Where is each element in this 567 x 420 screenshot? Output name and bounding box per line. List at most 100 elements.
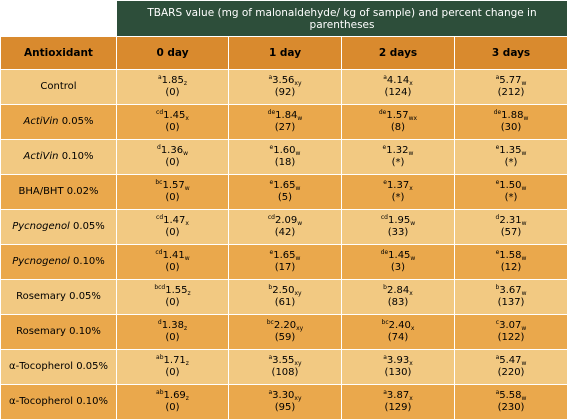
significance-letter-column: x	[409, 360, 413, 367]
percent-change: (124)	[384, 87, 412, 98]
tbars-cell: e1.37x (*)	[341, 174, 455, 210]
table-row: Rosemary 0.05% bcd1.55z (0) b2.50xy (61) b2.8…	[0, 279, 567, 315]
percent-change: (95)	[274, 402, 296, 413]
significance-letter-row: ab	[156, 389, 164, 396]
tbars-value: 1.41	[162, 250, 185, 261]
significance-letter-row: b	[268, 284, 273, 291]
significance-letter-column: w	[295, 150, 301, 157]
significance-letter-column: xy	[294, 80, 302, 87]
row-label: BHA/BHT 0.02%	[0, 174, 117, 210]
percent-change: (129)	[384, 402, 412, 413]
tbars-value-line: b3.67w	[495, 284, 527, 297]
tbars-value-line: a3.56xy	[268, 75, 302, 87]
tbars-value-line: a4.14x	[383, 75, 413, 87]
tbars-value: 1.84	[275, 110, 298, 121]
significance-letter-column: w	[521, 220, 527, 227]
tbars-value-line: e1.37x	[383, 180, 413, 192]
tbars-cell: cd1.47x (0)	[116, 209, 229, 245]
significance-letter-column: z	[187, 290, 191, 297]
percent-change: (8)	[390, 122, 406, 133]
significance-letter-row: de	[493, 109, 502, 116]
table-corner	[0, 0, 117, 37]
significance-letter-row: d	[495, 214, 500, 221]
tbars-value-line: d1.36w	[157, 145, 188, 157]
significance-letter-row: bcd	[154, 284, 166, 291]
row-label: α-Tocopherol 0.10%	[0, 384, 117, 420]
tbars-value: 3.93	[386, 355, 410, 366]
table-row: ActiVin 0.05% cd1.45x (0) de1.84w (27) de1.57…	[0, 104, 567, 140]
percent-change: (17)	[274, 262, 296, 273]
percent-change: (0)	[165, 87, 180, 98]
tbars-cell: e1.35w (*)	[453, 139, 567, 175]
antioxidant-concentration: 0.10%	[58, 151, 94, 162]
tbars-cell: a1.85z (0)	[116, 69, 229, 105]
significance-letter-row: de	[378, 109, 387, 116]
tbars-value-line: e1.58w	[496, 250, 527, 262]
significance-letter-row: e	[269, 249, 274, 256]
tbars-value-line: de1.88w	[493, 109, 529, 122]
row-label: ActiVin 0.05%	[0, 104, 117, 140]
significance-letter-column: w	[297, 220, 303, 227]
table-title: TBARS value (mg of malonaldehyde/ kg of …	[115, 0, 567, 37]
tbars-value: 3.67	[499, 285, 522, 296]
tbars-value-line: e1.65w	[269, 249, 301, 262]
row-label: Rosemary 0.10%	[0, 314, 117, 350]
tbars-cell: a3.93x (130)	[341, 349, 455, 385]
tbars-value-line: a5.58w	[495, 389, 527, 402]
tbars-value: 1.47	[163, 215, 186, 226]
tbars-value-line: a3.93x	[383, 355, 413, 367]
tbars-value-line: d2.31w	[495, 214, 527, 227]
percent-change: (57)	[500, 227, 522, 238]
significance-letter-row: b	[495, 284, 500, 291]
tbars-value: 1.65	[273, 180, 296, 191]
tbars-value-line: bc2.20xy	[266, 319, 303, 332]
significance-letter-column: w	[184, 185, 190, 192]
tbars-cell: ab1.71z (0)	[116, 349, 229, 385]
tbars-value: 1.38	[161, 320, 184, 331]
significance-letter-column: z	[185, 395, 189, 402]
percent-change: (*)	[391, 157, 405, 168]
tbars-cell: b3.67w (137)	[453, 279, 567, 315]
tbars-value: 1.58	[499, 250, 522, 261]
tbars-value: 1.45	[388, 250, 411, 261]
tbars-value: 3.55	[272, 355, 295, 366]
percent-change: (0)	[165, 227, 180, 238]
tbars-value-line: a5.47w	[495, 354, 527, 367]
significance-letter-row: a	[268, 389, 273, 396]
significance-letter-row: bc	[266, 319, 274, 326]
significance-letter-row: bc	[381, 319, 389, 326]
tbars-value: 3.07	[499, 320, 522, 331]
significance-letter-row: ab	[156, 354, 164, 361]
tbars-value: 2.84	[386, 285, 410, 296]
antioxidant-concentration: 0.05%	[73, 361, 108, 372]
tbars-value-line: a3.55xy	[268, 355, 301, 367]
percent-change: (0)	[165, 332, 180, 343]
tbars-value-line: bc2.40x	[381, 319, 415, 332]
tbars-cell: cd1.45x (0)	[116, 104, 229, 140]
percent-change: (83)	[387, 297, 409, 308]
significance-letter-row: a	[495, 389, 500, 396]
tbars-cell: de1.57wx (8)	[341, 104, 455, 140]
percent-change: (33)	[387, 227, 409, 238]
tbars-value-line: bcd1.55z	[154, 284, 191, 297]
significance-letter-column: x	[185, 115, 189, 122]
percent-change: (130)	[384, 367, 412, 378]
tbars-value: 1.35	[499, 145, 522, 156]
significance-letter-column: xy	[294, 290, 302, 297]
tbars-value: 5.58	[499, 390, 522, 401]
significance-letter-column: w	[410, 220, 416, 227]
significance-letter-column: w	[521, 255, 527, 262]
tbars-value-line: ab1.71z	[156, 354, 189, 367]
tbars-cell: bc2.20xy (59)	[228, 314, 342, 350]
significance-letter-row: a	[495, 354, 500, 361]
tbars-value: 1.60	[273, 145, 296, 156]
antioxidant-name: α-Tocopherol	[9, 396, 74, 407]
percent-change: (3)	[390, 262, 406, 273]
tbars-value: 2.20	[273, 320, 297, 331]
percent-change: (59)	[274, 332, 296, 343]
significance-letter-column: x	[409, 395, 413, 402]
tbars-cell: cd1.41w (0)	[116, 244, 229, 280]
significance-letter-row: cd	[155, 249, 163, 256]
table-row: ActiVin 0.10% d1.36w (0) e1.60w (18) e1.32w (*…	[0, 139, 567, 175]
antioxidant-name: BHA/BHT	[18, 186, 64, 197]
